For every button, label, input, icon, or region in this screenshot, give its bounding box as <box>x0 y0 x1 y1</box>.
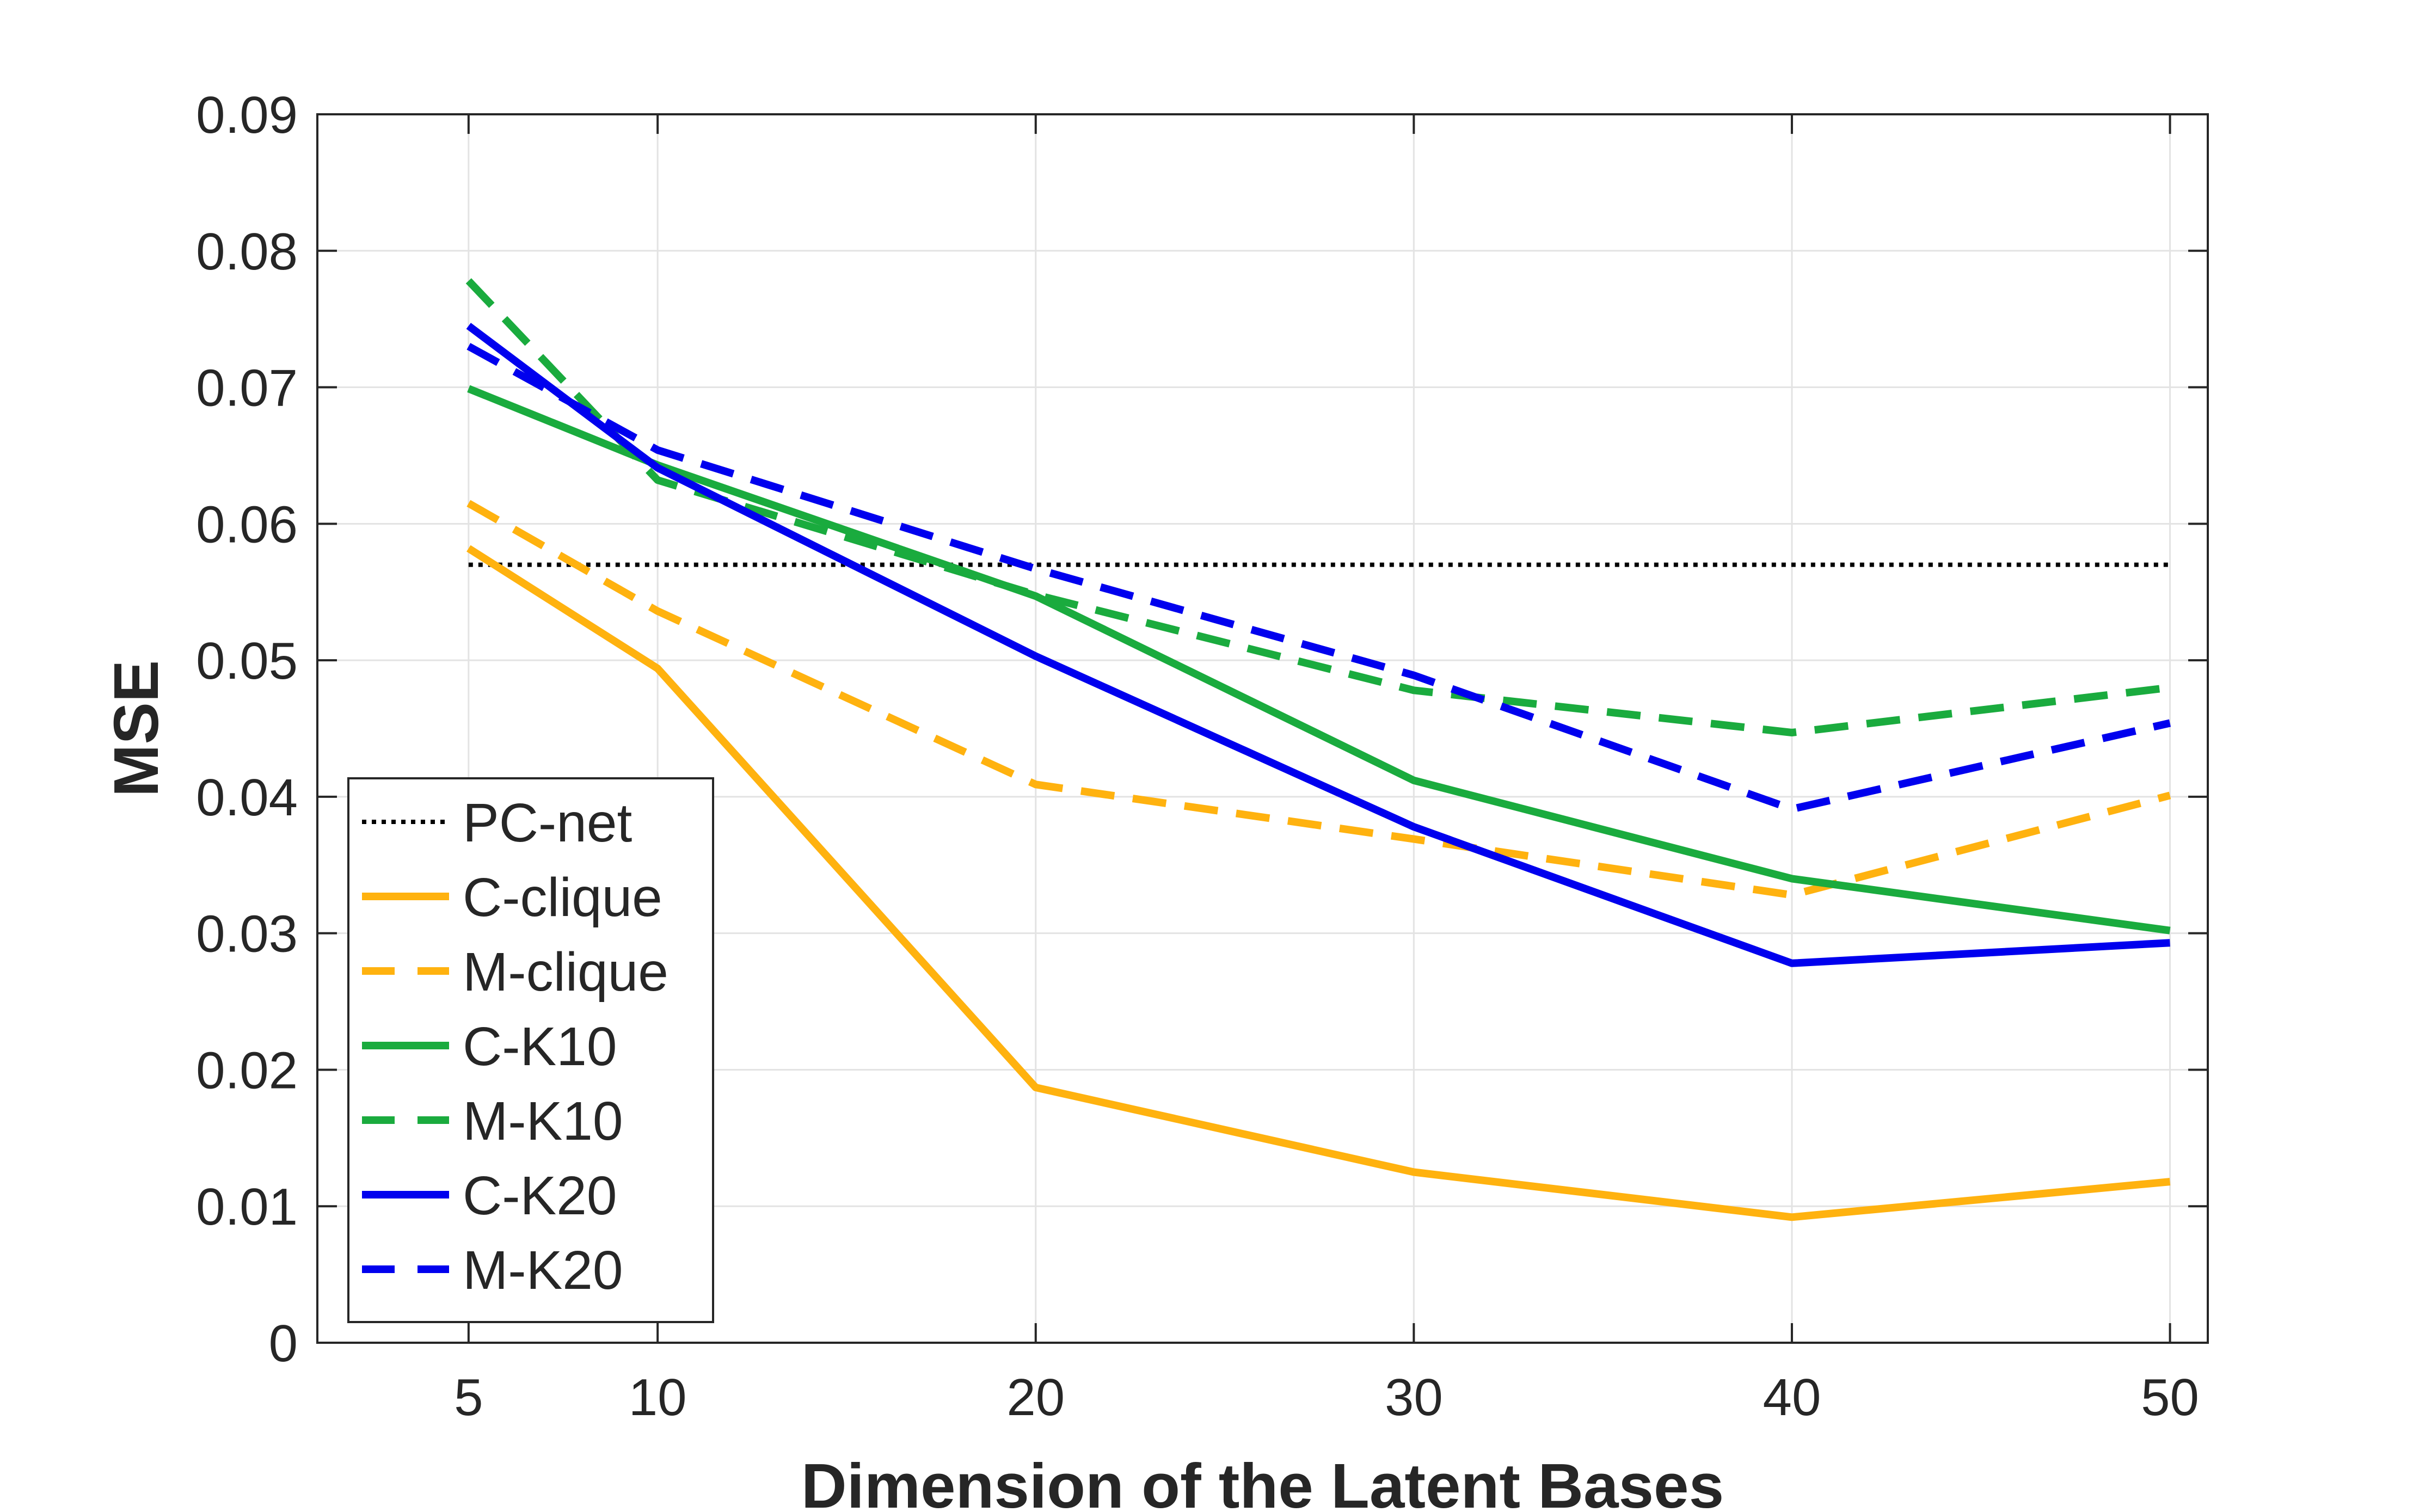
y-tick-label: 0.05 <box>196 632 298 690</box>
legend-label: M-clique <box>463 942 668 1003</box>
series-line-c-k20 <box>466 323 2170 967</box>
legend-label: M-K10 <box>463 1091 623 1152</box>
legend-label: PC-net <box>463 792 632 853</box>
y-tick-label: 0.09 <box>196 86 298 144</box>
x-axis-title: Dimension of the Latent Bases <box>801 1450 1724 1512</box>
legend-box <box>347 777 714 1323</box>
x-tick-label: 30 <box>1385 1368 1443 1427</box>
tick-labels: 5 10 20 30 40 50 0 0.01 0.02 0.03 0.04 0.05 0.06 0.07… <box>196 86 2199 1427</box>
y-tick-label: 0.08 <box>196 223 298 281</box>
legend-label: C-K10 <box>463 1016 617 1077</box>
legend-label: C-K20 <box>463 1165 617 1226</box>
y-tick-label: 0.03 <box>196 905 298 963</box>
y-axis-title: MSE <box>101 660 171 797</box>
plot-area-frame <box>316 113 2209 1344</box>
x-tick-label: 5 <box>454 1368 483 1427</box>
y-tick-label: 0.02 <box>196 1041 298 1099</box>
legend: PC-net C-clique M-clique C-K10 M-K10 C-K20 M-K… <box>347 777 714 1323</box>
axis-ticks <box>317 113 2208 1344</box>
series-line-c-clique <box>466 545 2171 1221</box>
x-tick-label: 20 <box>1006 1368 1065 1427</box>
x-tick-label: 40 <box>1763 1368 1821 1427</box>
series-layer <box>465 278 2171 1221</box>
series-line-m-clique <box>466 500 2171 899</box>
y-tick-label: 0.01 <box>196 1178 298 1236</box>
x-tick-label: 50 <box>2141 1368 2199 1427</box>
y-tick-label: 0.06 <box>196 495 298 554</box>
y-tick-label: 0.07 <box>196 359 298 417</box>
y-tick-label: 0.04 <box>196 769 298 827</box>
series-line-m-k20 <box>466 343 2171 813</box>
legend-label: C-clique <box>463 867 662 928</box>
x-tick-label: 10 <box>629 1368 687 1427</box>
y-tick-label: 0 <box>269 1314 298 1373</box>
legend-label: M-K20 <box>463 1240 623 1301</box>
